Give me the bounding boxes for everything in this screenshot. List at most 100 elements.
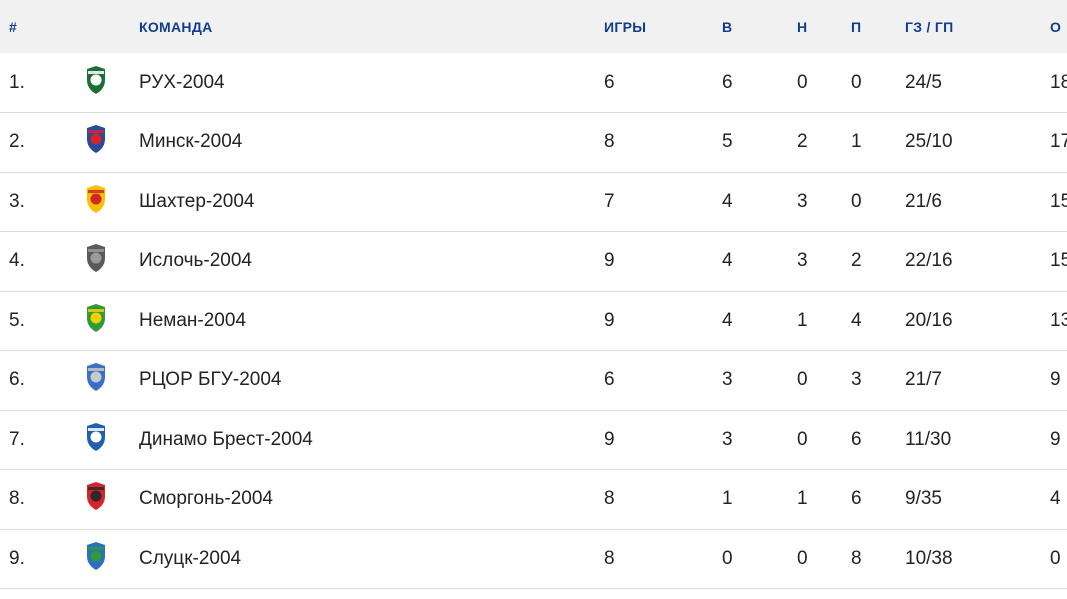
bgu-crest-icon — [84, 362, 108, 392]
row-points: 0 — [1050, 547, 1061, 569]
row-losses: 0 — [851, 190, 862, 212]
table-row[interactable]: 7. Динамо Брест-2004 9 3 0 6 11/30 9 — [0, 410, 1067, 470]
row-games: 9 — [604, 309, 615, 331]
row-rank: 8. — [9, 488, 25, 510]
table-row[interactable]: 1. РУХ-2004 6 6 0 0 24/5 18 — [0, 53, 1067, 113]
row-games: 9 — [604, 250, 615, 272]
slutsk-crest-icon — [84, 541, 108, 571]
row-goals: 11/30 — [905, 428, 952, 450]
row-goals: 22/16 — [905, 250, 953, 272]
row-team-name[interactable]: Сморгонь-2004 — [139, 488, 273, 510]
row-rank: 6. — [9, 369, 25, 391]
row-points: 9 — [1050, 428, 1061, 450]
header-wins[interactable]: В — [722, 18, 733, 35]
row-points: 9 — [1050, 369, 1061, 391]
header-logo-spacer — [86, 0, 139, 53]
row-goals: 21/6 — [905, 190, 942, 212]
isloch-crest-icon — [84, 243, 108, 273]
row-losses: 4 — [851, 309, 862, 331]
row-rank: 5. — [9, 309, 25, 331]
row-points: 17 — [1050, 131, 1067, 153]
row-goals: 9/35 — [905, 488, 942, 510]
row-losses: 6 — [851, 488, 862, 510]
smorgon-crest-icon — [84, 481, 108, 511]
table-row[interactable]: 9. Слуцк-2004 8 0 0 8 10/38 0 — [0, 529, 1067, 589]
row-games: 8 — [604, 488, 615, 510]
row-losses: 1 — [851, 131, 862, 153]
row-losses: 0 — [851, 71, 862, 93]
table-row[interactable]: 6. РЦОР БГУ-2004 6 3 0 3 21/7 9 — [0, 351, 1067, 411]
row-rank: 2. — [9, 131, 25, 153]
table-row[interactable]: 2. Минск-2004 8 5 2 1 25/10 17 — [0, 113, 1067, 173]
row-team-name[interactable]: РУХ-2004 — [139, 71, 225, 93]
header-points[interactable]: О — [1050, 18, 1062, 35]
team-logo-cell — [86, 291, 139, 351]
table-row[interactable]: 5. Неман-2004 9 4 1 4 20/16 13 — [0, 291, 1067, 351]
table-row[interactable]: 8. Сморгонь-2004 8 1 1 6 9/35 4 — [0, 470, 1067, 530]
standings-body: 1. РУХ-2004 6 6 0 0 24/5 18 2. Минск-2004 8 5 2 1 25/1… — [0, 53, 1067, 589]
table-row[interactable]: 3. Шахтер-2004 7 4 3 0 21/6 15 — [0, 172, 1067, 232]
row-draws: 0 — [797, 428, 808, 450]
row-draws: 3 — [797, 250, 808, 272]
row-goals: 21/7 — [905, 369, 942, 391]
row-wins: 3 — [722, 428, 733, 450]
row-goals: 20/16 — [905, 309, 953, 331]
rukh-crest-icon — [84, 65, 108, 95]
row-team-name[interactable]: Шахтер-2004 — [139, 190, 255, 212]
row-draws: 3 — [797, 190, 808, 212]
neman-crest-icon — [84, 303, 108, 333]
row-games: 7 — [604, 190, 615, 212]
team-logo-cell — [86, 113, 139, 173]
team-logo-cell — [86, 232, 139, 292]
header-team[interactable]: КОМАНДА — [139, 18, 213, 35]
row-goals: 10/38 — [905, 547, 953, 569]
header-losses[interactable]: П — [851, 18, 862, 35]
dinamo-brest-crest-icon — [84, 422, 108, 452]
header-draws[interactable]: Н — [797, 18, 808, 35]
row-wins: 1 — [722, 488, 733, 510]
row-games: 6 — [604, 369, 615, 391]
row-team-name[interactable]: РЦОР БГУ-2004 — [139, 369, 282, 391]
row-games: 6 — [604, 71, 615, 93]
row-rank: 9. — [9, 547, 25, 569]
row-games: 9 — [604, 428, 615, 450]
row-losses: 2 — [851, 250, 862, 272]
row-team-name[interactable]: Слуцк-2004 — [139, 547, 242, 569]
header-goals[interactable]: ГЗ / ГП — [905, 18, 954, 35]
row-losses: 3 — [851, 369, 862, 391]
team-logo-cell — [86, 172, 139, 232]
row-wins: 0 — [722, 547, 733, 569]
header-row: # КОМАНДА ИГРЫ В Н П ГЗ / ГП О — [0, 0, 1067, 53]
table-row[interactable]: 4. Ислочь-2004 9 4 3 2 22/16 15 — [0, 232, 1067, 292]
row-rank: 1. — [9, 71, 25, 93]
row-points: 15 — [1050, 250, 1067, 272]
row-draws: 0 — [797, 369, 808, 391]
row-rank: 3. — [9, 190, 25, 212]
row-losses: 8 — [851, 547, 862, 569]
row-team-name[interactable]: Минск-2004 — [139, 131, 243, 153]
row-draws: 0 — [797, 71, 808, 93]
shakhter-crest-icon — [84, 184, 108, 214]
row-draws: 1 — [797, 488, 808, 510]
row-goals: 24/5 — [905, 71, 942, 93]
row-wins: 4 — [722, 309, 733, 331]
team-logo-cell — [86, 470, 139, 530]
row-goals: 25/10 — [905, 131, 953, 153]
row-team-name[interactable]: Динамо Брест-2004 — [139, 428, 313, 450]
header-rank[interactable]: # — [9, 18, 18, 35]
row-rank: 4. — [9, 250, 25, 272]
row-team-name[interactable]: Ислочь-2004 — [139, 250, 252, 272]
header-games[interactable]: ИГРЫ — [604, 18, 647, 35]
row-draws: 1 — [797, 309, 808, 331]
row-draws: 0 — [797, 547, 808, 569]
row-wins: 4 — [722, 190, 733, 212]
row-draws: 2 — [797, 131, 808, 153]
team-logo-cell — [86, 53, 139, 113]
team-logo-cell — [86, 410, 139, 470]
row-losses: 6 — [851, 428, 862, 450]
team-logo-cell — [86, 351, 139, 411]
row-points: 4 — [1050, 488, 1061, 510]
row-team-name[interactable]: Неман-2004 — [139, 309, 247, 331]
row-points: 13 — [1050, 309, 1067, 331]
